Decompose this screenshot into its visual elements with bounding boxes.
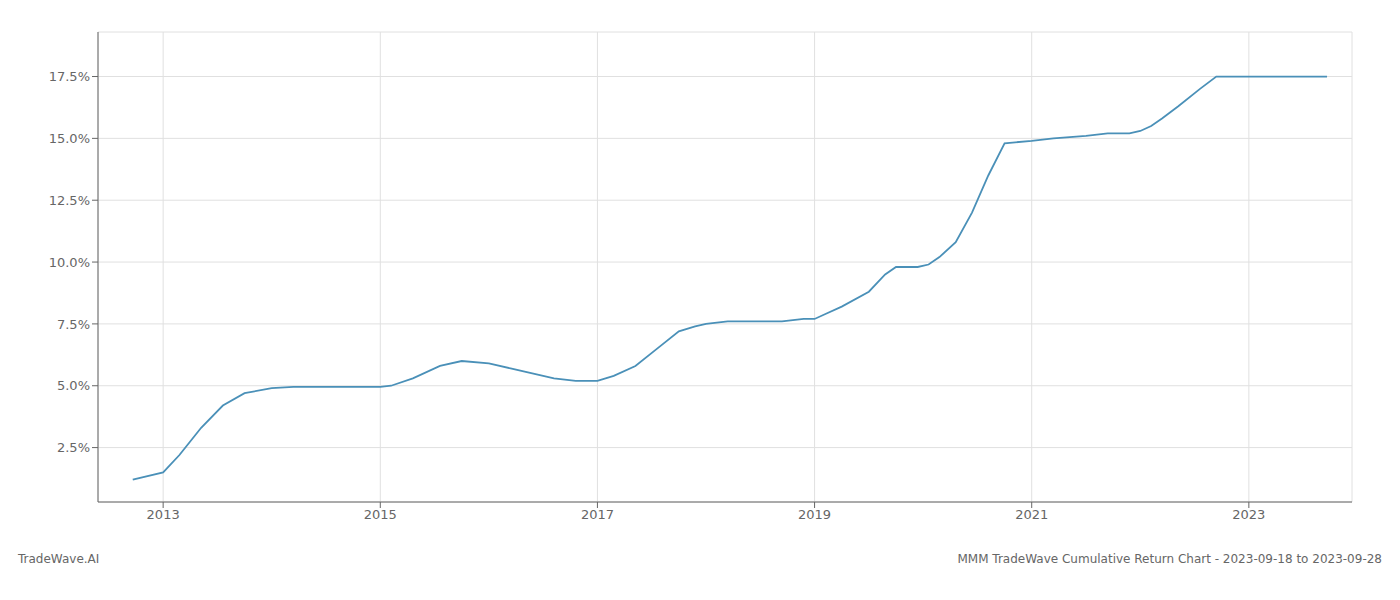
svg-text:2017: 2017 [581,507,614,522]
svg-text:17.5%: 17.5% [49,69,90,84]
svg-text:5.0%: 5.0% [57,378,90,393]
svg-text:10.0%: 10.0% [49,255,90,270]
svg-text:15.0%: 15.0% [49,131,90,146]
svg-text:2015: 2015 [364,507,397,522]
svg-text:7.5%: 7.5% [57,317,90,332]
svg-text:2021: 2021 [1015,507,1048,522]
html-text:TradeWave.AI: TradeWave.AI [18,552,100,566]
html-text:MMM TradeWave Cumulative Retur: MMM TradeWave Cumulative Return Chart - … [957,552,1382,566]
svg-text:2019: 2019 [798,507,831,522]
svg-text:12.5%: 12.5% [49,193,90,208]
svg-text:2.5%: 2.5% [57,440,90,455]
svg-text:2023: 2023 [1232,507,1265,522]
svg-text:2013: 2013 [147,507,180,522]
